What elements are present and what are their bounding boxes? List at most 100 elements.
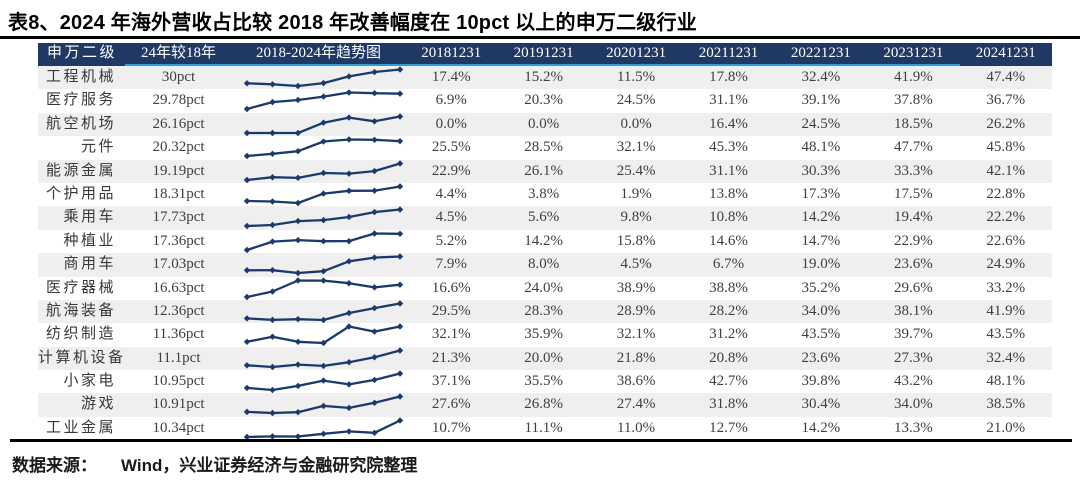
- value-cell: 32.1%: [616, 326, 656, 343]
- trend-chart-cell: [232, 136, 405, 160]
- value-cell: 21.0%: [986, 419, 1026, 436]
- data-source-text: Wind，兴业证券经济与金融研究院整理: [121, 456, 418, 475]
- value-cell: 28.3%: [524, 302, 563, 319]
- change-pct-cell: 16.63pct: [152, 279, 205, 296]
- value-cell: 43.5%: [986, 326, 1026, 343]
- value-cell: 34.0%: [801, 302, 841, 319]
- value-cell: 0.0%: [620, 115, 652, 132]
- value-cell: 21.3%: [431, 349, 471, 366]
- industry-name-cell: 游戏: [80, 396, 116, 413]
- value-cell: 41.9%: [986, 302, 1026, 319]
- value-cell: 27.6%: [431, 396, 471, 413]
- value-cell: 35.5%: [524, 373, 563, 390]
- value-cell: 35.9%: [524, 326, 563, 343]
- value-cell: 26.8%: [524, 396, 563, 413]
- trend-sparkline: [243, 183, 404, 207]
- value-cell: 14.7%: [801, 232, 841, 249]
- value-cell: 33.2%: [986, 279, 1026, 296]
- value-cell: 48.1%: [986, 373, 1026, 390]
- trend-sparkline: [243, 253, 404, 277]
- value-cell: 6.7%: [712, 256, 745, 273]
- table-row: 种植业 17.36pct 5.2% 14.2% 15.8% 14.6% 14.7% 22.9%…: [38, 229, 1052, 254]
- value-cell: 0.0%: [435, 115, 467, 132]
- value-cell: 37.1%: [431, 373, 471, 390]
- value-cell: 10.8%: [709, 209, 748, 226]
- industry-name-cell: 个护用品: [45, 185, 116, 202]
- value-cell: 29.6%: [893, 279, 933, 296]
- value-cell: 5.2%: [435, 232, 467, 249]
- value-cell: 20.0%: [524, 349, 563, 366]
- value-cell: 45.3%: [709, 139, 748, 156]
- change-pct-cell: 11.1pct: [156, 349, 201, 366]
- change-pct-cell: 10.91pct: [152, 396, 205, 413]
- value-cell: 38.5%: [986, 396, 1026, 413]
- table-title: 表8、2024 年海外营收占比较 2018 年改善幅度在 10pct 以上的申万…: [8, 12, 697, 34]
- trend-chart-cell: [232, 393, 405, 417]
- value-cell: 24.5%: [616, 92, 656, 109]
- value-cell: 14.2%: [801, 209, 841, 226]
- value-cell: 22.2%: [986, 209, 1026, 226]
- trend-chart-cell: [232, 206, 405, 230]
- industry-name-cell: 工业金属: [45, 419, 116, 436]
- change-pct-cell: 11.36pct: [152, 326, 205, 343]
- value-cell: 31.1%: [709, 162, 748, 179]
- value-cell: 4.4%: [435, 185, 467, 202]
- industry-name-cell: 元件: [80, 139, 116, 156]
- trend-sparkline: [243, 300, 404, 324]
- trend-chart-cell: [232, 276, 405, 300]
- column-header: 20241231: [959, 43, 1052, 66]
- value-cell: 31.1%: [709, 92, 748, 109]
- column-header: 申万二级: [38, 43, 125, 66]
- value-cell: 11.0%: [616, 419, 656, 436]
- trend-chart-cell: [232, 159, 405, 183]
- value-cell: 28.2%: [709, 302, 748, 319]
- value-cell: 22.9%: [893, 232, 933, 249]
- trend-chart-cell: [232, 253, 405, 277]
- value-cell: 31.2%: [709, 326, 748, 343]
- trend-sparkline: [243, 230, 404, 253]
- value-cell: 26.2%: [986, 115, 1026, 132]
- value-cell: 35.2%: [801, 279, 841, 296]
- trend-chart-cell: [232, 113, 405, 136]
- table-row: 工业金属 10.34pct 10.7% 11.1% 11.0% 12.7% 14.2% 13.…: [38, 416, 1052, 441]
- trend-chart-cell: [232, 89, 405, 113]
- industry-name-cell: 医疗器械: [45, 279, 116, 296]
- column-header: 20221231: [774, 43, 868, 66]
- table-row: 元件 20.32pct 25.5% 28.5% 32.1% 45.3% 48.1% 47.7%…: [38, 136, 1052, 160]
- value-cell: 38.1%: [893, 302, 933, 319]
- column-header: 20181231: [405, 43, 498, 66]
- industry-name-cell: 乘用车: [63, 209, 116, 226]
- value-cell: 0.0%: [528, 115, 560, 132]
- change-pct-cell: 26.16pct: [152, 115, 205, 132]
- trend-sparkline: [243, 323, 404, 347]
- trend-sparkline: [243, 346, 404, 370]
- table-row: 航海装备 12.36pct 29.5% 28.3% 28.9% 28.2% 34.0% 38.…: [38, 299, 1052, 324]
- table-header-row: 申万二级 24年较18年 2018-2024年趋势图 20181231 20191231…: [38, 43, 1052, 66]
- value-cell: 43.5%: [801, 326, 841, 343]
- value-cell: 17.5%: [893, 185, 933, 202]
- value-cell: 1.9%: [620, 185, 652, 202]
- value-cell: 22.6%: [986, 232, 1026, 249]
- trend-sparkline: [243, 159, 404, 183]
- table-row: 能源金属 19.19pct 22.9% 26.1% 25.4% 31.1% 30.3% 33.…: [38, 159, 1052, 183]
- value-cell: 20.3%: [524, 92, 563, 109]
- industry-name-cell: 能源金属: [45, 162, 116, 179]
- trend-sparkline: [243, 417, 404, 441]
- table-body: 工程机械 30pct 17.4% 15.2% 11.5% 17.8% 32.4% 41.9% 4…: [38, 66, 1052, 441]
- value-cell: 11.5%: [616, 69, 656, 85]
- industry-name-cell: 商用车: [63, 256, 116, 273]
- value-cell: 43.2%: [893, 373, 933, 390]
- trend-chart-cell: [232, 323, 405, 347]
- value-cell: 22.8%: [986, 185, 1026, 202]
- value-cell: 31.8%: [709, 396, 748, 413]
- value-cell: 27.4%: [616, 396, 656, 413]
- value-cell: 25.5%: [431, 139, 471, 156]
- value-cell: 17.8%: [709, 69, 748, 85]
- value-cell: 25.4%: [616, 162, 656, 179]
- value-cell: 19.0%: [801, 256, 841, 273]
- change-pct-cell: 30pct: [161, 69, 196, 85]
- value-cell: 17.3%: [801, 185, 841, 202]
- value-cell: 36.7%: [986, 92, 1026, 109]
- column-header: 24年较18年: [125, 43, 232, 66]
- change-pct-cell: 10.95pct: [152, 373, 205, 390]
